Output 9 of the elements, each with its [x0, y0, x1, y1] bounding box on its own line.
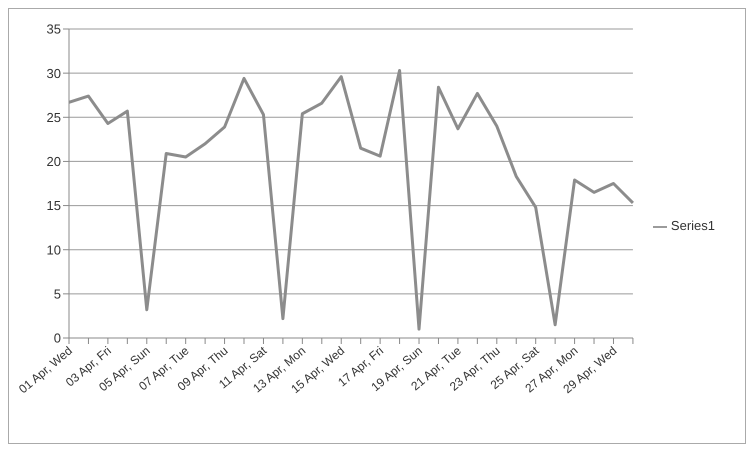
y-tick-label: 35: [46, 22, 61, 37]
legend-label: Series1: [670, 218, 715, 234]
y-tick-label: 10: [46, 242, 61, 258]
y-tick-label: 0: [54, 330, 61, 346]
y-tick-label: 5: [54, 286, 61, 302]
y-tick-label: 30: [46, 66, 61, 81]
y-tick-label: 15: [46, 198, 61, 214]
y-tick-label: 20: [46, 154, 61, 170]
y-tick-label: 25: [46, 110, 61, 125]
